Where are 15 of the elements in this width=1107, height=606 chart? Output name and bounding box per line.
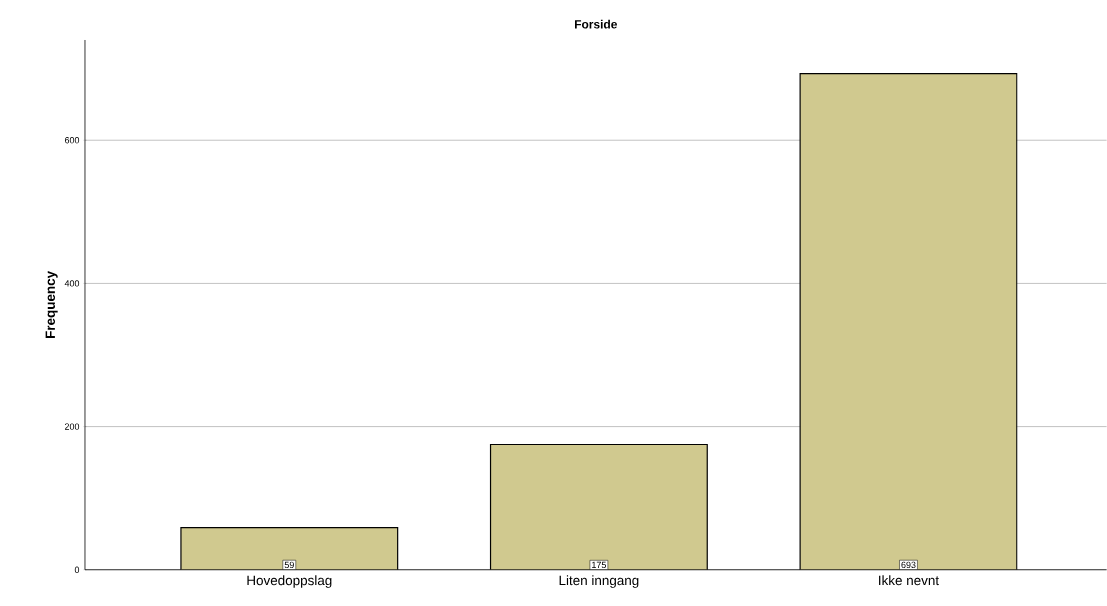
x-tick-label: Hovedoppslag <box>247 575 332 588</box>
x-tick-label: Liten inngang <box>559 575 639 588</box>
chart-title: Forside <box>575 19 617 29</box>
y-axis-title: Frequency <box>45 271 58 339</box>
y-tick-label: 600 <box>64 137 80 144</box>
data-label: 693 <box>901 561 916 569</box>
bar <box>799 73 1018 570</box>
data-label: 59 <box>284 561 294 569</box>
bar <box>180 527 398 570</box>
x-tick-label: Ikke nevnt <box>879 575 939 586</box>
bar <box>490 444 708 570</box>
y-tick-label: 200 <box>64 423 80 430</box>
y-tick-label: 0 <box>74 566 80 574</box>
y-tick-label: 400 <box>64 280 80 287</box>
data-label: 175 <box>592 561 606 569</box>
